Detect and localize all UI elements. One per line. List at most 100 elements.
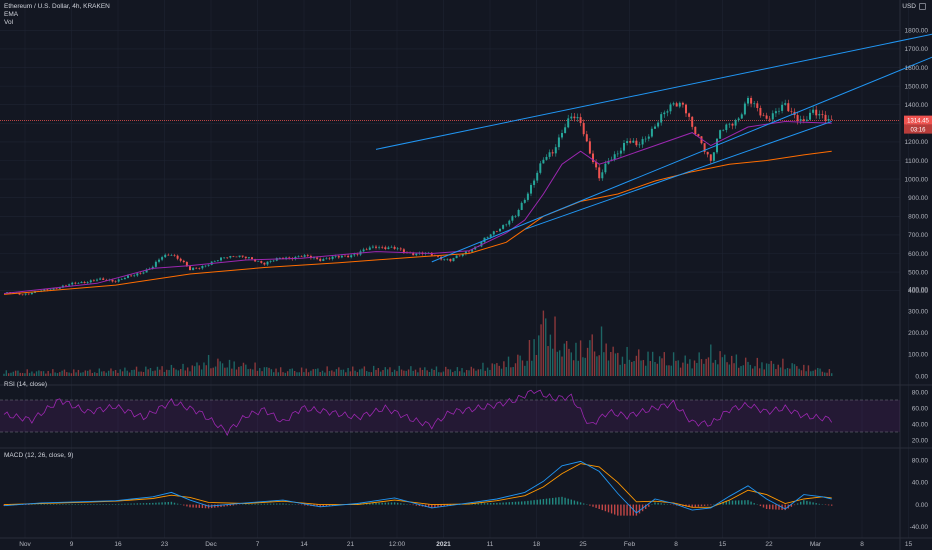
candle-body (458, 255, 461, 257)
candle-body (393, 246, 396, 249)
volume-bar (500, 368, 503, 376)
candle-body (551, 152, 554, 154)
volume-bar (777, 364, 779, 376)
time-tick-label: 15 (905, 541, 913, 548)
candle-body (353, 254, 356, 256)
candle-body (154, 261, 157, 267)
volume-bar (307, 372, 310, 376)
volume-bar (682, 362, 684, 376)
macd-histogram-bar (496, 502, 498, 505)
volume-bar (498, 365, 500, 376)
volume-bar (63, 369, 66, 376)
volume-bar (563, 343, 566, 376)
volume-bar (756, 357, 758, 376)
candle-body (650, 128, 653, 137)
macd-line (3, 460, 832, 514)
vol-legend[interactable]: Vol (4, 19, 14, 26)
macd-histogram-bar (784, 504, 786, 511)
volume-bar (477, 369, 479, 376)
candle-body (185, 262, 188, 267)
currency-selector[interactable]: USD (902, 3, 926, 10)
macd-label[interactable]: MACD (12, 26, close, 9) (4, 452, 74, 459)
macd-histogram-bar (325, 504, 328, 507)
macd-histogram-bar (164, 502, 166, 505)
volume-bar (326, 366, 328, 376)
volume-bar (277, 372, 280, 376)
candle-body (570, 116, 573, 119)
price-tick-label: 400.00 (908, 288, 928, 295)
time-tick-label: Nov (19, 541, 31, 548)
candle-body (750, 97, 753, 104)
rsi-tick-label: 80.00 (912, 389, 929, 396)
volume-bar (140, 371, 142, 376)
price-tick-label: 1000.00 (905, 176, 929, 183)
ema-legend[interactable]: EMA (4, 11, 19, 18)
volume-bar (19, 372, 21, 376)
volume-bar (610, 351, 612, 376)
volume-bar (240, 366, 242, 376)
candle-body (784, 103, 787, 105)
volume-bar (59, 372, 61, 376)
candle-body (464, 251, 467, 254)
volume-bar (819, 368, 821, 376)
volume-bar (779, 367, 782, 376)
candle-body (173, 255, 176, 256)
volume-bar (286, 371, 289, 376)
volume-bar (68, 372, 70, 376)
macd-histogram-bar (322, 504, 324, 507)
volume-bar (347, 367, 349, 376)
candle-body (613, 154, 616, 160)
candle-body (328, 258, 331, 260)
volume-bar (147, 369, 149, 376)
volume-bar (361, 368, 363, 376)
candle-body (80, 282, 83, 284)
volume-bar (268, 367, 270, 376)
macd-histogram-bar (68, 504, 70, 505)
macd-histogram-bar (564, 497, 566, 505)
candle-body (325, 258, 328, 260)
volume-bar (733, 363, 735, 376)
macd-histogram-bar (214, 504, 216, 508)
volume-bar (231, 368, 233, 376)
macd-histogram-bar (623, 504, 625, 516)
volume-bar (226, 367, 228, 376)
candle-body (316, 257, 319, 259)
volume-bar (49, 373, 52, 376)
volume-bar (631, 361, 633, 376)
macd-histogram-bar (809, 501, 811, 505)
macd-histogram-bar (707, 504, 709, 506)
volume-bar (205, 365, 207, 376)
macd-histogram-bar (614, 504, 616, 515)
volume-bar (82, 372, 84, 376)
candle-body (678, 102, 681, 107)
volume-bar (121, 371, 124, 376)
volume-bar (586, 347, 589, 376)
rsi-label[interactable]: RSI (14, close) (4, 381, 47, 388)
macd-histogram-bar (121, 503, 123, 505)
volume-bar (619, 364, 621, 376)
volume-bar (712, 362, 714, 376)
volume-bar (642, 360, 645, 376)
volume-bar (173, 367, 175, 376)
macd-histogram-bar (579, 502, 582, 505)
candle-body (468, 251, 470, 253)
candle-body (818, 114, 821, 116)
symbol-title[interactable]: Ethereum / U.S. Dollar, 4h, KRAKEN (4, 3, 110, 10)
volume-bar (533, 339, 535, 376)
volume-bar (252, 369, 254, 376)
volume-bar (366, 371, 368, 376)
macd-histogram-bar (734, 500, 737, 505)
macd-histogram-bar (124, 503, 126, 505)
macd-histogram-bar (434, 504, 436, 508)
macd-histogram-bar (65, 504, 67, 505)
macd-tick-label: 80.00 (912, 458, 929, 465)
volume-bar (324, 372, 326, 376)
candle-body (158, 259, 160, 262)
volume-bar (565, 340, 568, 376)
volume-bar (472, 368, 475, 376)
volume-bar (538, 335, 540, 376)
volume-bar (656, 363, 659, 376)
macd-histogram-bar (521, 501, 523, 505)
macd-histogram-bar (201, 504, 204, 509)
